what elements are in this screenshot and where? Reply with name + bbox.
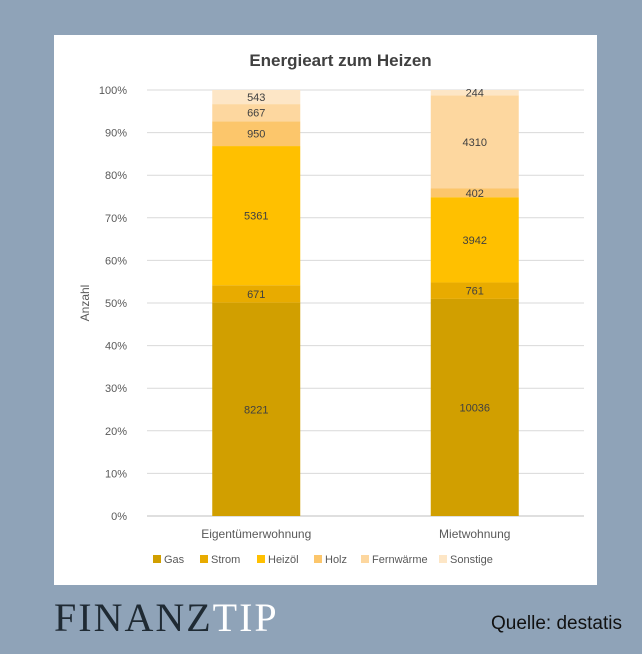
y-axis-label: Anzahl: [78, 285, 92, 322]
legend-swatch: [361, 555, 369, 563]
bar-segment-heizöl: [430, 197, 519, 283]
bar-segment-sonstige: [430, 90, 519, 96]
logo-part-tip: TIP: [212, 595, 279, 640]
legend-swatch: [439, 555, 447, 563]
bar-segment-heizöl: [212, 146, 301, 286]
legend-label: Gas: [164, 554, 185, 566]
data-label: 10036: [459, 402, 490, 414]
legend-swatch: [257, 555, 265, 563]
finanztip-logo: FINANZTIP: [54, 594, 279, 641]
y-tick-label: 40%: [105, 341, 127, 353]
y-tick-label: 30%: [105, 383, 127, 395]
x-tick-label: Eigentümerwohnung: [201, 527, 311, 541]
bar-segment-fernwärme: [430, 95, 519, 189]
bar-segment-gas: [430, 298, 519, 516]
y-tick-label: 100%: [99, 85, 127, 97]
y-tick-label: 50%: [105, 298, 127, 310]
bar-segment-gas: [212, 302, 301, 516]
y-tick-label: 60%: [105, 255, 127, 267]
data-label: 402: [466, 188, 484, 200]
bar-segment-strom: [430, 282, 519, 299]
legend-swatch: [153, 555, 161, 563]
data-label: 543: [247, 92, 265, 104]
legend-swatch: [200, 555, 208, 563]
data-label: 671: [247, 289, 265, 301]
y-tick-label: 90%: [105, 128, 127, 140]
y-tick-label: 20%: [105, 426, 127, 438]
data-label: 950: [247, 129, 265, 141]
chart-panel: Energieart zum Heizen 0% 10% 20% 30% 40% 50% 60…: [54, 35, 597, 585]
y-tick-label: 0%: [111, 511, 127, 523]
bar-segment-holz: [430, 188, 519, 198]
bar-segment-sonstige: [212, 90, 301, 105]
bar-segment-holz: [212, 121, 301, 147]
y-tick-label: 80%: [105, 170, 127, 182]
data-label: 244: [466, 88, 484, 100]
data-label: 3942: [463, 235, 487, 247]
data-label: 667: [247, 108, 265, 120]
legend-swatch: [314, 555, 322, 563]
data-label: 5361: [244, 211, 268, 223]
legend-label: Strom: [211, 554, 240, 566]
x-tick-label: Mietwohnung: [439, 527, 510, 541]
chart-title: Energieart zum Heizen: [249, 51, 431, 70]
stacked-bar-chart: Energieart zum Heizen 0% 10% 20% 30% 40% 50% 60…: [78, 51, 584, 566]
source-note: Quelle: destatis: [491, 613, 622, 634]
y-tick-label: 10%: [105, 468, 127, 480]
logo-part-finanz: FINANZ: [54, 595, 213, 640]
bar-segment-fernwärme: [212, 104, 301, 122]
legend-label: Heizöl: [268, 554, 299, 566]
legend-label: Sonstige: [450, 554, 493, 566]
y-tick-label: 70%: [105, 213, 127, 225]
data-label: 4310: [463, 137, 487, 149]
legend-label: Fernwärme: [372, 554, 428, 566]
data-label: 761: [466, 286, 484, 298]
legend-label: Holz: [325, 554, 347, 566]
bar-segment-strom: [212, 285, 301, 303]
data-label: 8221: [244, 404, 268, 416]
